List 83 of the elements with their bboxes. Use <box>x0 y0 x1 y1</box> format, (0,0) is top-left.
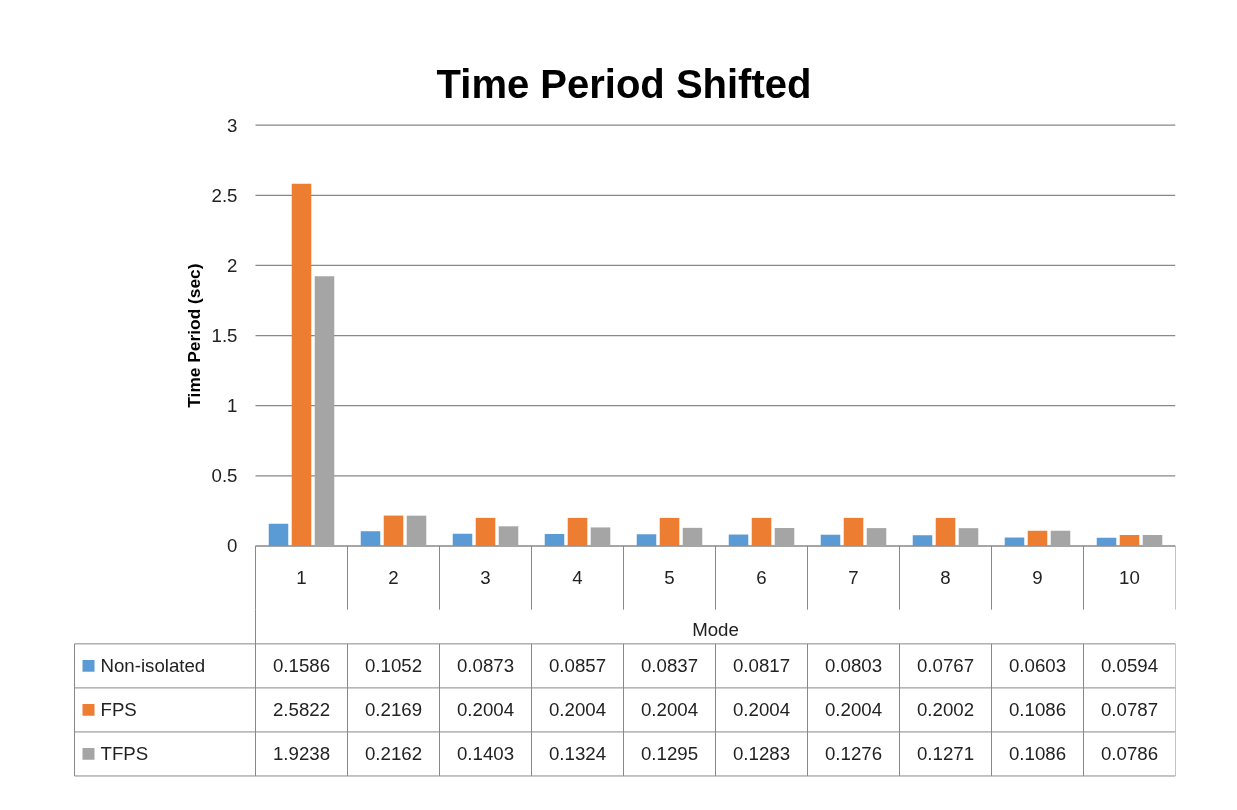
data-label: 0.2169 <box>364 699 423 721</box>
legend-label: Non-isolated <box>100 655 206 677</box>
x-tick-label: 10 <box>1119 567 1140 589</box>
data-label: 0.0857 <box>548 655 607 677</box>
y-tick-label: 0 <box>227 535 238 557</box>
x-tick-label: 3 <box>480 567 491 589</box>
bar <box>475 517 496 546</box>
data-label: 0.0803 <box>824 655 883 677</box>
bar <box>590 527 611 546</box>
bar <box>1027 530 1048 546</box>
data-label: 0.2004 <box>456 699 515 721</box>
bar <box>1096 537 1117 546</box>
bar <box>268 523 289 546</box>
bar <box>728 534 749 546</box>
x-tick-label: 2 <box>388 567 399 589</box>
data-label: 0.1271 <box>916 743 975 765</box>
data-label: 0.1324 <box>548 743 607 765</box>
data-label: 0.2004 <box>548 699 607 721</box>
bar <box>843 517 864 546</box>
legend-label: TFPS <box>100 743 149 765</box>
data-label: 0.0594 <box>1100 655 1159 677</box>
y-tick-label: 2 <box>227 254 238 276</box>
data-label: 0.2004 <box>824 699 883 721</box>
data-label: 0.1276 <box>824 743 883 765</box>
bar <box>1119 534 1140 546</box>
data-label: 2.5822 <box>272 699 331 721</box>
bar <box>498 526 519 546</box>
data-label: 0.1086 <box>1008 699 1067 721</box>
y-tick-label: 1 <box>227 395 238 417</box>
data-label: 0.2004 <box>732 699 791 721</box>
bar <box>751 517 772 546</box>
chart-title: Time Period Shifted <box>436 61 812 106</box>
bar <box>935 517 956 546</box>
bar <box>912 535 933 546</box>
data-label: 0.0873 <box>456 655 515 677</box>
bar <box>774 527 795 546</box>
bar <box>1142 534 1163 546</box>
bar <box>291 183 312 546</box>
y-tick-label: 0.5 <box>211 465 238 487</box>
bar <box>406 515 427 546</box>
data-label: 0.0786 <box>1100 743 1159 765</box>
bar <box>1004 537 1025 546</box>
data-label: 0.2162 <box>364 743 423 765</box>
bar <box>682 527 703 546</box>
data-label: 0.2002 <box>916 699 975 721</box>
data-label: 0.1295 <box>640 743 699 765</box>
bar <box>820 534 841 546</box>
bar <box>958 528 979 546</box>
data-label: 0.1086 <box>1008 743 1067 765</box>
y-axis-title: Time Period (sec) <box>183 263 204 408</box>
x-tick-label: 1 <box>296 567 307 589</box>
bar <box>314 276 335 546</box>
bar <box>360 531 381 546</box>
bar <box>567 517 588 546</box>
x-tick-label: 7 <box>848 567 859 589</box>
bar <box>452 533 473 546</box>
y-tick-label: 3 <box>227 114 238 136</box>
x-tick-label: 9 <box>1032 567 1043 589</box>
data-label: 1.9238 <box>272 743 331 765</box>
data-label: 0.1586 <box>272 655 331 677</box>
data-label: 0.1052 <box>364 655 423 677</box>
data-label: 0.2004 <box>640 699 699 721</box>
x-tick-label: 4 <box>572 567 583 589</box>
data-label: 0.1403 <box>456 743 515 765</box>
x-axis-title: Mode <box>692 618 739 640</box>
bar <box>544 533 565 546</box>
x-tick-label: 8 <box>940 567 951 589</box>
x-tick-label: 5 <box>664 567 675 589</box>
data-label: 0.0837 <box>640 655 699 677</box>
data-label: 0.0787 <box>1100 699 1159 721</box>
legend-label: FPS <box>100 699 137 721</box>
data-label: 0.1283 <box>732 743 791 765</box>
y-tick-label: 2.5 <box>211 184 238 206</box>
bar <box>866 528 887 546</box>
bar <box>636 534 657 546</box>
data-label: 0.0767 <box>916 655 975 677</box>
bar <box>659 517 680 546</box>
bar <box>1050 530 1071 546</box>
data-label: 0.0817 <box>732 655 791 677</box>
x-tick-label: 6 <box>756 567 767 589</box>
bar <box>383 515 404 546</box>
y-tick-label: 1.5 <box>211 325 238 347</box>
data-label: 0.0603 <box>1008 655 1067 677</box>
